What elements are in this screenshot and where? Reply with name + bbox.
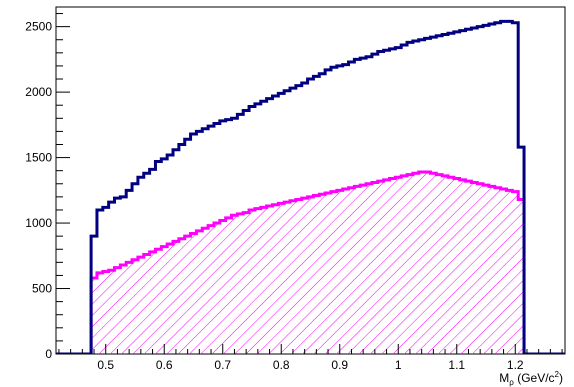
series-0-line bbox=[56, 19, 565, 354]
x-tick-label: 1.1 bbox=[448, 358, 465, 372]
y-axis: 0 500 1000 1500 2000 2500 bbox=[25, 13, 70, 361]
series-1-line bbox=[56, 170, 565, 354]
series-layer bbox=[56, 19, 565, 354]
y-tick-label: 1000 bbox=[25, 216, 52, 230]
y-tick-label: 2000 bbox=[25, 85, 52, 99]
y-tick-label: 500 bbox=[32, 282, 52, 296]
x-tick-label: 0.9 bbox=[331, 358, 348, 372]
series-1-fill bbox=[91, 171, 525, 354]
y-tick-label: 1500 bbox=[25, 151, 52, 165]
x-tick-label: 1 bbox=[395, 358, 402, 372]
x-axis-title: Mρ (GeV/c2) bbox=[499, 370, 563, 387]
y-tick-label: 2500 bbox=[25, 20, 52, 34]
x-tick-label: 0.5 bbox=[97, 358, 114, 372]
x-axis: 0.5 0.6 0.7 0.8 0.9 1 1.1 1.2 bbox=[58, 344, 563, 372]
x-tick-label: 1.2 bbox=[507, 358, 524, 372]
x-tick-label: 0.8 bbox=[273, 358, 290, 372]
x-tick-label: 0.6 bbox=[156, 358, 173, 372]
x-tick-label: 0.7 bbox=[214, 358, 231, 372]
y-tick-label: 0 bbox=[45, 347, 52, 361]
